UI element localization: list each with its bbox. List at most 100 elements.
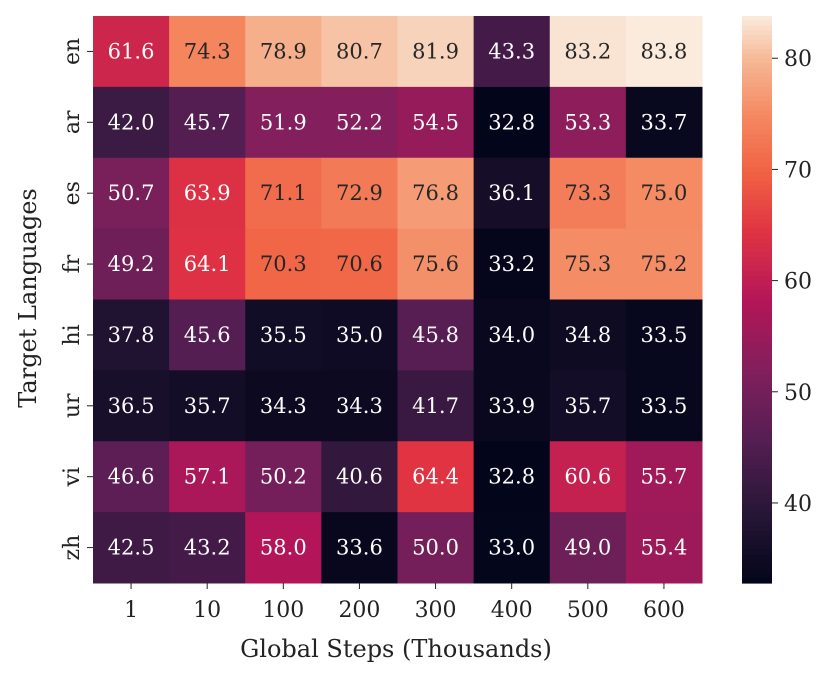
cell-value-label: 45.6 — [184, 323, 231, 347]
heatmap-cell-vi-10 — [169, 441, 246, 513]
colorbar-segment — [742, 417, 772, 423]
heatmap-cell-vi-400 — [473, 441, 551, 513]
cell-value-label: 49.2 — [108, 252, 155, 276]
heatmap-cell-ar-1 — [93, 86, 170, 159]
heatmap-cell-es-10 — [169, 157, 246, 230]
y-tick-label: ur — [60, 393, 85, 418]
cell-value-label: 55.7 — [641, 465, 688, 489]
y-tick-label: fr — [60, 254, 85, 273]
colorbar-tick-label: 60 — [784, 270, 812, 295]
heatmap-cell-labels: 61.6 74.3 78.9 80.7 81.9 43.3 83.2 83.8 42.0 45.7… — [108, 39, 688, 559]
heatmap-cell-hi-500 — [549, 299, 627, 371]
heatmap-cell-vi-200 — [321, 441, 398, 513]
colorbar-segment — [742, 190, 772, 197]
heatmap-cell-zh-100 — [245, 512, 322, 584]
heatmap-cell-hi-400 — [473, 299, 551, 371]
heatmap-cell-hi-300 — [397, 299, 475, 371]
colorbar-segment — [742, 63, 772, 69]
heatmap-cell-hi-600 — [625, 299, 703, 371]
colorbar-segment — [742, 195, 772, 201]
cell-value-label: 54.5 — [412, 110, 459, 134]
cell-value-label: 32.8 — [488, 465, 535, 489]
y-axis-ticks: en ar es fr hi ur vi zh — [60, 38, 93, 560]
cell-value-label: 33.5 — [641, 394, 688, 418]
colorbar-segment — [742, 436, 772, 442]
heatmap-cell-zh-500 — [549, 512, 627, 584]
x-tick-label: 1 — [124, 598, 138, 623]
heatmap-cell-zh-300 — [397, 512, 475, 584]
colorbar-segment — [742, 186, 772, 192]
cell-value-label: 74.3 — [184, 39, 231, 63]
colorbar-segment — [742, 271, 772, 277]
colorbar-segment — [742, 497, 772, 504]
cell-value-label: 33.9 — [488, 394, 535, 418]
cell-value-label: 43.2 — [184, 536, 231, 560]
cell-value-label: 33.0 — [488, 536, 535, 560]
heatmap-cell-en-300 — [397, 16, 475, 88]
colorbar-segment — [742, 384, 772, 390]
colorbar-segment — [742, 275, 772, 282]
colorbar-segment — [742, 86, 772, 93]
x-axis-ticks: 1 10 100 200 300 400 500 600 — [124, 583, 685, 623]
y-tick-label: vi — [60, 467, 85, 487]
colorbar-segment — [742, 119, 772, 126]
heatmap-cell-vi-600 — [625, 441, 703, 513]
heatmap-cell-zh-400 — [473, 512, 551, 584]
colorbar-segment — [742, 460, 772, 466]
cell-value-label: 51.9 — [260, 110, 307, 134]
y-tick-label: hi — [60, 324, 85, 345]
colorbar-segment — [742, 290, 772, 296]
colorbar-segment — [742, 356, 772, 362]
cell-value-label: 75.0 — [641, 181, 688, 205]
heatmap-cell-hi-200 — [321, 299, 398, 371]
colorbar-segment — [742, 44, 772, 50]
cell-value-label: 63.9 — [184, 181, 231, 205]
heatmap-cell-ur-400 — [473, 370, 551, 442]
colorbar-segment — [742, 469, 772, 475]
cell-value-label: 34.3 — [260, 394, 307, 418]
cell-value-label: 61.6 — [108, 39, 155, 63]
heatmap-cell-ur-1 — [93, 370, 170, 442]
colorbar-segment — [742, 138, 772, 145]
y-tick-label: ar — [60, 110, 85, 134]
colorbar-segment — [742, 233, 772, 239]
heatmap-cell-fr-100 — [245, 228, 322, 300]
colorbar-segment — [742, 280, 772, 286]
cell-value-label: 45.7 — [184, 110, 231, 134]
colorbar-segment — [742, 242, 772, 249]
colorbar-segment — [742, 549, 772, 556]
colorbar-segment — [742, 53, 772, 60]
heatmap-cell-ar-300 — [397, 86, 475, 159]
heatmap-cell-en-200 — [321, 16, 398, 88]
colorbar-segment — [742, 167, 772, 173]
x-tick-label: 400 — [491, 598, 533, 623]
colorbar-segment — [742, 422, 772, 428]
cell-value-label: 55.4 — [641, 536, 688, 560]
heatmap-cell-en-1 — [93, 16, 170, 88]
cell-value-label: 35.5 — [260, 323, 307, 347]
heatmap-cell-vi-100 — [245, 441, 322, 513]
colorbar-segment — [742, 25, 772, 31]
heatmap-cell-ar-200 — [321, 86, 398, 159]
colorbar-segment — [742, 134, 772, 140]
colorbar-segment — [742, 58, 772, 64]
cell-value-label: 41.7 — [412, 394, 459, 418]
cell-value-label: 50.2 — [260, 465, 307, 489]
heatmap-cell-ar-400 — [473, 86, 551, 159]
heatmap-cell-ar-600 — [625, 86, 703, 159]
colorbar-segment — [742, 157, 772, 164]
heatmap-cell-en-100 — [245, 16, 322, 88]
colorbar-segment — [742, 34, 772, 41]
heatmap-cell-es-200 — [321, 157, 398, 230]
cell-value-label: 35.7 — [184, 394, 231, 418]
colorbar-tick-label: 50 — [784, 381, 812, 406]
colorbar-segment — [742, 365, 772, 371]
heatmap-cell-zh-200 — [321, 512, 398, 584]
colorbar-segment — [742, 49, 772, 55]
colorbar-segment — [742, 115, 772, 121]
x-tick-label: 500 — [567, 598, 609, 623]
heatmap-cell-en-500 — [549, 16, 627, 88]
colorbar-segment — [742, 412, 772, 419]
colorbar-segment — [742, 398, 772, 405]
